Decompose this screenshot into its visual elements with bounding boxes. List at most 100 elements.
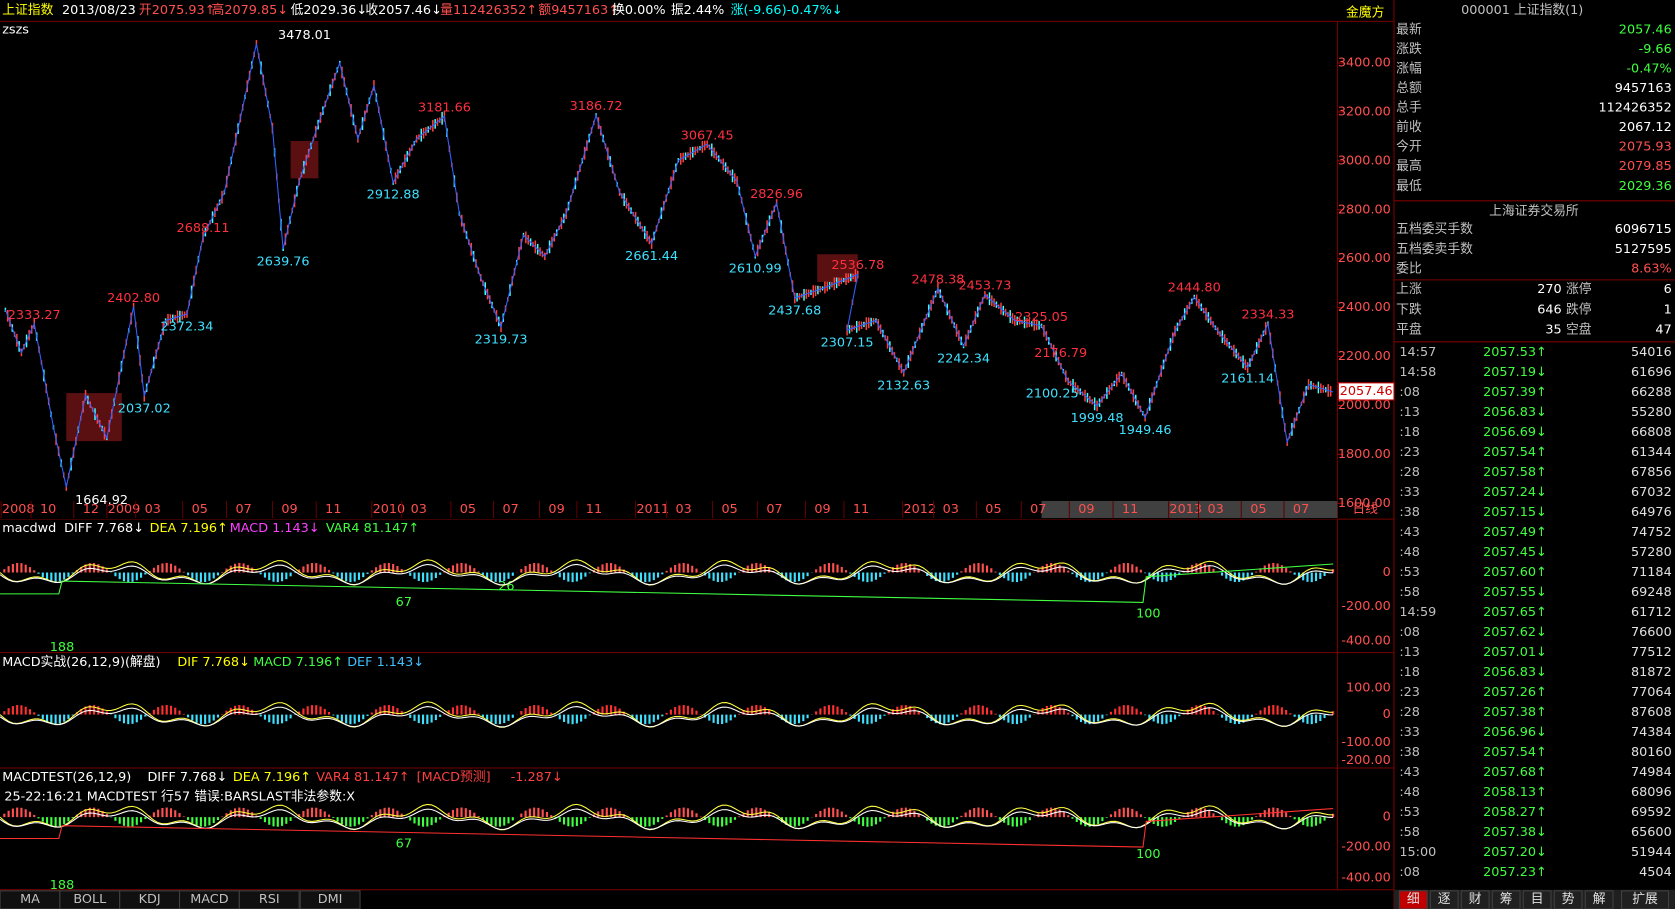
side-tab[interactable] bbox=[1491, 890, 1521, 909]
last-price-box bbox=[1337, 382, 1395, 401]
order-value: 8.63% bbox=[1631, 262, 1672, 277]
low-label: 2639.76 bbox=[257, 254, 310, 269]
trade-time: :53 bbox=[1399, 805, 1420, 820]
trade-volume: 61696 bbox=[1631, 365, 1672, 380]
trade-time: :43 bbox=[1399, 765, 1420, 780]
pane-label: 67 bbox=[396, 836, 412, 851]
trade-volume: 74384 bbox=[1631, 725, 1672, 740]
tab[interactable] bbox=[299, 890, 361, 909]
side-tab-label: 势 bbox=[1562, 891, 1575, 907]
side-tab[interactable] bbox=[1553, 890, 1583, 909]
breadth-label: 跌停 bbox=[1566, 301, 1592, 317]
price-tick-label: 1600.00 bbox=[1338, 496, 1391, 511]
side-tab-label: 细 bbox=[1407, 892, 1420, 907]
trade-time: :33 bbox=[1399, 485, 1420, 500]
time-label: 05 bbox=[192, 502, 208, 517]
high-label: 2325.05 bbox=[1015, 310, 1068, 325]
pane-header: MACDTEST(26,12,9) bbox=[2, 770, 131, 785]
trade-price: 2057.62↓ bbox=[1483, 625, 1547, 640]
pane-label: 188 bbox=[50, 640, 74, 655]
side-tab[interactable] bbox=[1620, 890, 1670, 909]
trade-price: 2057.39↑ bbox=[1483, 385, 1547, 400]
header-item: 额9457163↑ bbox=[538, 3, 619, 18]
tab-label: MA bbox=[20, 892, 40, 907]
price-tick-label: 1800.00 bbox=[1338, 447, 1391, 462]
trade-time: :08 bbox=[1399, 865, 1420, 880]
high-label: 2333.27 bbox=[8, 308, 61, 323]
pane-label: 100 bbox=[1136, 607, 1160, 622]
breadth-value: 6 bbox=[1664, 282, 1672, 297]
side-tab[interactable] bbox=[1522, 890, 1552, 909]
side-tab[interactable] bbox=[1584, 890, 1614, 909]
trade-time: :53 bbox=[1399, 565, 1420, 580]
period-label: 日线 bbox=[1352, 502, 1378, 517]
breadth-value: 47 bbox=[1655, 323, 1671, 338]
trade-time: :28 bbox=[1399, 465, 1420, 480]
pane-header: DEA 7.196↑ bbox=[150, 521, 228, 536]
pane-header: VAR4 81.147↑ bbox=[316, 770, 409, 785]
trade-volume: 66808 bbox=[1631, 425, 1672, 440]
tab-label: BOLL bbox=[73, 892, 107, 907]
time-label: 2013 bbox=[1169, 502, 1202, 517]
high-label: 2826.96 bbox=[750, 187, 803, 202]
trade-time: :48 bbox=[1399, 545, 1420, 560]
trade-price: 2056.83↓ bbox=[1483, 405, 1547, 420]
time-label: 2008 bbox=[2, 502, 35, 517]
pane-header: [MACD预测] bbox=[417, 770, 491, 785]
time-label: 2011 bbox=[636, 502, 669, 517]
trade-time: :18 bbox=[1399, 665, 1420, 680]
trade-time: :28 bbox=[1399, 705, 1420, 720]
side-tab[interactable] bbox=[1398, 890, 1428, 909]
indicator-line bbox=[0, 705, 1334, 728]
trade-price: 2057.24↓ bbox=[1483, 485, 1547, 500]
breadth-value: 270 bbox=[1537, 282, 1561, 297]
price-tick-label: 3200.00 bbox=[1338, 104, 1391, 119]
side-tab-label: 扩展 bbox=[1632, 892, 1658, 907]
time-label: 11 bbox=[1122, 502, 1138, 517]
tab[interactable] bbox=[238, 890, 300, 909]
trade-time: :48 bbox=[1399, 785, 1420, 800]
trade-price: 2057.58↑ bbox=[1483, 465, 1547, 480]
breadth-label: 空盘 bbox=[1566, 322, 1592, 338]
trade-price: 2057.19↓ bbox=[1483, 365, 1547, 380]
exchange: 上海证券交易所 bbox=[1489, 203, 1579, 219]
high-label: 2334.33 bbox=[1242, 308, 1295, 323]
trade-volume: 69248 bbox=[1631, 585, 1672, 600]
quote-label: 最新 bbox=[1396, 21, 1422, 37]
trade-time: :18 bbox=[1399, 425, 1420, 440]
trade-time: :38 bbox=[1399, 745, 1420, 760]
trade-volume: 74752 bbox=[1631, 525, 1672, 540]
time-label: 11 bbox=[325, 502, 341, 517]
time-label: 12 bbox=[83, 502, 99, 517]
highlight-box bbox=[66, 393, 122, 442]
pane-header: DIFF 7.768↓ bbox=[64, 521, 144, 536]
trade-price: 2057.23↑ bbox=[1483, 865, 1547, 880]
trade-volume: 80160 bbox=[1631, 745, 1672, 760]
pane-header: VAR4 81.147↑ bbox=[326, 521, 419, 536]
order-label: 五档委卖手数 bbox=[1396, 242, 1473, 257]
breadth-value: 1 bbox=[1664, 302, 1672, 317]
quote-value: 2075.93 bbox=[1619, 140, 1672, 155]
quote-value: -0.47% bbox=[1626, 62, 1671, 77]
trade-time: 14:59 bbox=[1399, 605, 1436, 620]
breadth-value: 35 bbox=[1545, 323, 1561, 338]
side-tab[interactable] bbox=[1429, 890, 1459, 909]
high-label: 3186.72 bbox=[570, 99, 623, 114]
indicator-line bbox=[0, 803, 1334, 831]
trade-price: 2057.38↓ bbox=[1483, 825, 1547, 840]
quote-value: 112426352 bbox=[1598, 101, 1671, 116]
pane-header: MACD 7.196↑ bbox=[253, 655, 343, 670]
pane-header: DEF 1.143↓ bbox=[347, 655, 424, 670]
side-tab[interactable] bbox=[1460, 890, 1490, 909]
high-label: 2453.73 bbox=[958, 278, 1011, 293]
header-item: 涨(-9.66)-0.47%↓ bbox=[731, 3, 843, 18]
header-item: 开2075.93↑ bbox=[139, 3, 215, 18]
trade-volume: 87608 bbox=[1631, 705, 1672, 720]
trade-price: 2057.38↑ bbox=[1483, 705, 1547, 720]
time-label: 03 bbox=[411, 502, 427, 517]
pane-axis-label: -200.00 bbox=[1341, 753, 1390, 768]
time-label: 03 bbox=[1207, 502, 1223, 517]
quote-value: 9457163 bbox=[1615, 81, 1672, 96]
